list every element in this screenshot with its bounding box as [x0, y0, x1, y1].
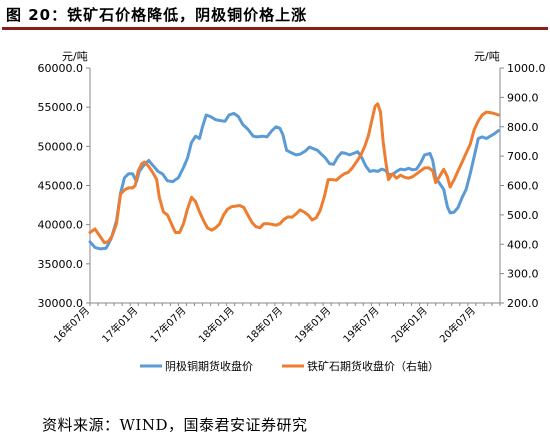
x-tick-label: 18年01月 [195, 304, 236, 345]
right-tick-label: 900.0 [507, 91, 539, 104]
right-tick-label: 700.0 [507, 150, 539, 163]
x-tick-label: 20年07月 [437, 304, 478, 345]
left-tick-label: 45000.0 [38, 180, 84, 193]
x-tick-label: 17年01月 [99, 304, 140, 345]
x-tick-label: 17年07月 [147, 304, 188, 345]
right-tick-label: 300.0 [507, 268, 539, 281]
right-tick-label: 200.0 [507, 297, 539, 310]
right-tick-label: 800.0 [507, 121, 539, 134]
source-note: 资料来源：WIND，国泰君安证券研究 [42, 416, 308, 434]
left-tick-label: 40000.0 [38, 219, 84, 232]
x-tick-label: 16年07月 [51, 304, 92, 345]
x-tick-label: 18年07月 [244, 304, 285, 345]
right-tick-label: 600.0 [507, 180, 539, 193]
x-tick-label: 19年07月 [340, 304, 381, 345]
right-tick-label: 500.0 [507, 209, 539, 222]
right-tick-label: 1000.0 [507, 62, 546, 75]
figure-title: 图 20：铁矿石价格降低，阴极铜价格上涨 [6, 6, 308, 24]
title-divider [2, 27, 548, 30]
left-tick-label: 35000.0 [38, 258, 84, 271]
left-tick-label: 55000.0 [38, 101, 84, 114]
series-line-iron-ore [88, 102, 500, 245]
left-tick-label: 60000.0 [38, 62, 84, 75]
right-axis-unit: 元/吨 [474, 50, 500, 63]
x-tick-label: 20年01月 [388, 304, 429, 345]
right-tick-label: 400.0 [507, 238, 539, 251]
left-tick-label: 50000.0 [38, 140, 84, 153]
legend-label: 阴极铜期货收盘价 [165, 359, 253, 373]
legend-label: 铁矿石期货收盘价（右轴） [307, 359, 439, 373]
left-tick-label: 30000.0 [38, 297, 84, 310]
left-axis-unit: 元/吨 [62, 50, 88, 63]
x-tick-label: 19年01月 [292, 304, 333, 345]
